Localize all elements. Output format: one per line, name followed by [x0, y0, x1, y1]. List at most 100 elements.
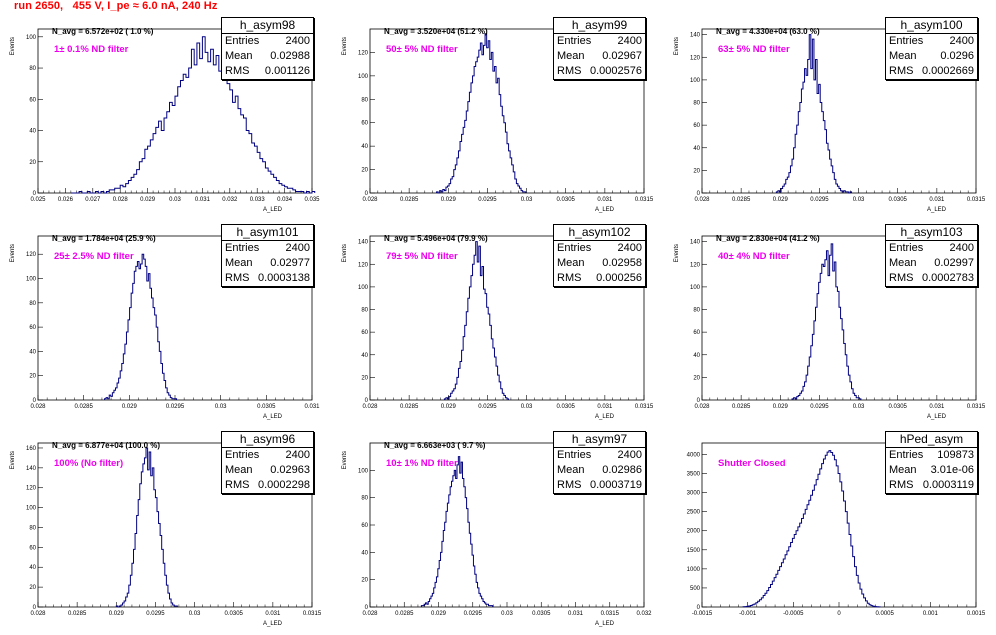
histogram-bin: [155, 315, 157, 400]
filter-note: 63± 5% ND filter: [718, 44, 790, 55]
histogram-bin: [798, 527, 800, 607]
y-tick-label: 60: [361, 121, 368, 127]
x-tick-label: 0.0305: [557, 404, 576, 410]
histogram-bin: [484, 45, 486, 193]
y-axis-label: Events: [342, 451, 348, 469]
y-tick-label: 40: [361, 144, 368, 150]
y-tick-label: 80: [693, 101, 700, 107]
histogram-bin: [202, 37, 205, 193]
histogram-bin: [487, 307, 489, 400]
x-tick-label: 0.032: [222, 197, 238, 203]
histogram-bin: [825, 260, 827, 400]
histogram-bin: [800, 103, 802, 193]
n-avg-label: N_avg = 4.330e+04 (63.0 %): [716, 27, 820, 36]
histogram-bin: [818, 474, 820, 607]
x-tick-label: 0.0295: [478, 404, 497, 410]
y-tick-label: 80: [361, 97, 368, 103]
histogram-bin: [143, 464, 145, 607]
histogram-bin: [814, 485, 816, 607]
x-axis-label: A_LED: [927, 207, 947, 213]
histogram-bin: [504, 123, 506, 193]
x-tick-label: 0.0315: [635, 404, 654, 410]
stats-value-rms: 0.0003119: [923, 478, 974, 493]
histogram-bin: [463, 127, 465, 193]
y-tick-label: 140: [690, 33, 701, 39]
histogram-bin: [134, 271, 136, 400]
histogram-bin: [499, 95, 501, 193]
y-axis-label: Events: [674, 244, 680, 262]
y-axis-label: Events: [342, 244, 348, 262]
y-tick-label: 2000: [687, 529, 701, 535]
x-tick-label: 0.031: [597, 197, 613, 203]
histogram-name: h_asym96: [222, 432, 313, 448]
x-tick-label: 0.03: [189, 611, 201, 617]
histogram-bin: [838, 474, 840, 607]
histogram-bin: [465, 498, 466, 607]
histogram-bin: [157, 512, 159, 607]
histogram-bin: [781, 563, 783, 607]
histogram-bin: [477, 262, 479, 400]
histogram-bin: [457, 465, 458, 607]
histogram-bin: [153, 308, 155, 400]
histogram-name: h_asym102: [554, 225, 645, 241]
histogram-bin: [466, 111, 468, 193]
histogram-bin: [142, 254, 144, 400]
x-tick-label: -0.0005: [783, 611, 804, 617]
y-tick-label: 20: [693, 168, 700, 174]
x-tick-label: 0.028: [362, 197, 378, 203]
histogram-bin: [820, 469, 822, 607]
y-axis-label: Events: [10, 244, 16, 262]
histogram-bin: [147, 281, 149, 400]
stats-label: Entries: [225, 448, 259, 463]
y-tick-label: 20: [693, 375, 700, 381]
histogram-bin: [797, 125, 799, 193]
histogram-bin: [155, 498, 157, 607]
histogram-bin: [145, 266, 147, 400]
x-tick-label: 0.0285: [400, 404, 419, 410]
histogram-bin: [809, 500, 811, 607]
x-tick-label: 0.029: [140, 197, 156, 203]
histogram-bin: [241, 115, 244, 193]
stats-label: Mean: [889, 463, 917, 478]
histogram-bin: [178, 87, 181, 193]
y-tick-label: 60: [693, 330, 700, 336]
histogram-bin: [123, 187, 126, 193]
y-tick-label: 60: [693, 123, 700, 129]
histogram-bin: [465, 120, 467, 193]
histogram-bin: [151, 476, 153, 607]
y-tick-label: 4000: [687, 452, 701, 458]
histogram-bin: [803, 82, 805, 193]
y-tick-label: 140: [26, 466, 37, 472]
histogram-bin: [194, 65, 197, 193]
stats-label: Mean: [557, 256, 585, 271]
histogram-bin: [180, 81, 183, 193]
x-axis-label: A_LED: [263, 207, 283, 213]
x-tick-label: 0.0305: [225, 611, 244, 617]
histogram-bin: [803, 514, 805, 607]
stats-value-mean: 0.02967: [602, 49, 642, 64]
x-tick-label: 0.029: [109, 611, 125, 617]
histogram-bin: [819, 282, 821, 400]
y-tick-label: 40: [29, 129, 36, 135]
filter-note: 1± 0.1% ND filter: [54, 44, 128, 55]
histogram-bin: [802, 519, 804, 607]
histogram-bin: [238, 109, 241, 193]
y-tick-label: 60: [29, 97, 36, 103]
histogram-bin: [233, 102, 236, 193]
histogram-bin: [447, 503, 448, 607]
y-tick-label: 40: [693, 353, 700, 359]
histogram-bin: [800, 523, 802, 607]
histogram-bin: [230, 90, 233, 193]
histogram-bin: [227, 84, 230, 193]
